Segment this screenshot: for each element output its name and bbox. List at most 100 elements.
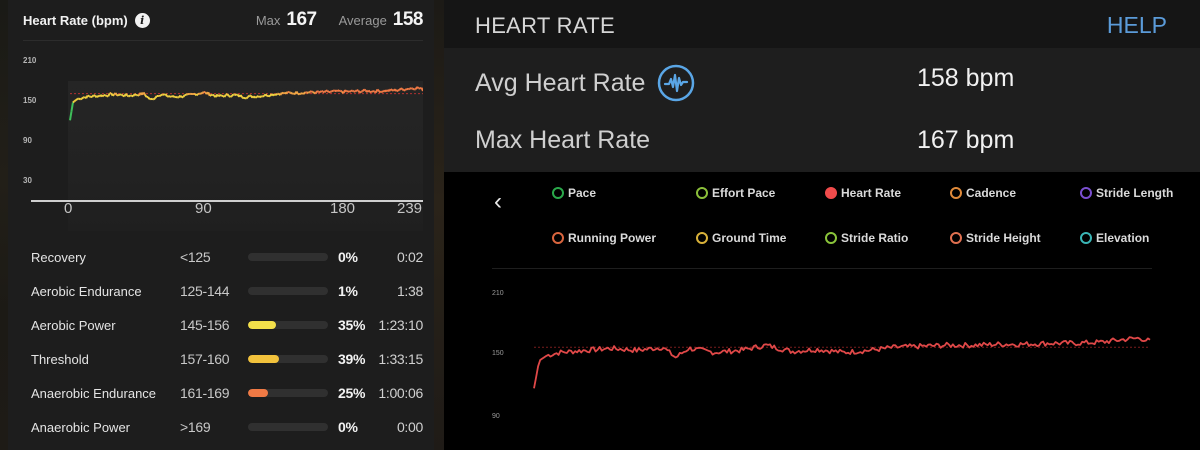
legend-item-stride-ratio[interactable]: Stride Ratio [825,231,908,245]
metric-row-avg-heart-rate: Avg Heart Rate 158 bpm [444,48,1200,110]
zone-time: 1:33:15 [378,351,423,367]
legend-item-stride-length[interactable]: Stride Length [1080,186,1173,200]
zone-row: Aerobic Power 145-156 35% 1:23:10 [23,314,423,336]
zone-bar [248,355,328,363]
heart-rate-detail-panel: HEART RATE HELP Avg Heart Rate 158 bpm M… [444,0,1200,450]
zone-bar [248,423,328,431]
zone-time: 1:23:10 [378,317,423,333]
legend-item-cadence[interactable]: Cadence [950,186,1016,200]
info-icon[interactable]: i [134,12,150,28]
zone-row: Aerobic Endurance 125-144 1% 1:38 [23,280,423,302]
legend-item-effort-pace[interactable]: Effort Pace [696,186,775,200]
zone-percent: 39% [338,351,366,367]
legend-label: Cadence [966,186,1017,200]
x-tick: 90 [195,200,212,217]
zone-range: 125-144 [180,283,230,299]
help-link[interactable]: HELP [1106,12,1167,38]
max-value: 167 [286,9,317,30]
legend-item-stride-height[interactable]: Stride Height [950,231,1041,245]
y-tick: 90 [492,413,500,420]
zone-name: Recovery [31,249,86,265]
legend-item-pace[interactable]: Pace [552,186,596,200]
zone-name: Anaerobic Endurance [31,385,157,401]
legend-label: Pace [568,186,597,200]
zone-bar [248,253,328,261]
divider [23,40,423,41]
metric-legend: ‹ Pace Effort Pace Heart Rate Cadence Stride… [444,176,1200,266]
zone-percent: 1% [338,283,358,299]
y-tick: 210 [492,290,504,297]
legend-toggle-icon [552,187,564,199]
metrics-list: Avg Heart Rate 158 bpm Max Heart Rate 16… [444,48,1200,172]
zone-name: Anaerobic Power [31,419,130,435]
legend-toggle-icon [696,232,708,244]
legend-toggle-icon [950,232,962,244]
zone-range: 157-160 [180,351,230,367]
legend-toggle-icon [1080,232,1092,244]
zone-row: Anaerobic Endurance 161-169 25% 1:00:06 [23,382,423,404]
zone-time: 0:02 [396,249,423,265]
average-label: Average [338,13,387,28]
y-tick: 90 [23,136,32,145]
zone-bar [248,287,328,295]
x-tick: 180 [330,200,356,217]
panel-title: Heart Rate (bpm) [23,12,128,28]
divider [492,268,1152,269]
zone-time: 0:00 [396,419,423,435]
panel-header: Heart Rate (bpm) i Max 167 Average 158 [23,8,424,32]
metric-label: Max Heart Rate [475,126,651,154]
zone-percent: 25% [338,385,366,401]
metric-value: 167 bpm [917,126,1015,154]
chevron-left-icon[interactable]: ‹ [494,188,502,215]
legend-item-ground-time[interactable]: Ground Time [696,231,786,245]
legend-toggle-icon [950,187,962,199]
metric-value: 158 bpm [917,64,1015,92]
legend-label: Stride Height [966,231,1041,245]
heart-rate-line [533,336,1151,389]
average-value: 158 [392,9,424,30]
legend-toggle-icon [825,232,837,244]
heart-rate-detail-chart[interactable]: 210 150 90 [492,280,1200,450]
zone-name: Aerobic Endurance [31,283,142,299]
section-header: HEART RATE HELP [444,0,1200,48]
metric-row-max-heart-rate: Max Heart Rate 167 bpm [444,110,1200,172]
y-tick: 150 [492,350,504,357]
section-title: HEART RATE [475,13,615,38]
chart-plot-area [68,81,423,231]
legend-label: Effort Pace [712,186,776,200]
zone-percent: 35% [338,317,366,333]
zone-name: Threshold [31,351,89,367]
y-tick: 150 [23,96,37,105]
legend-label: Elevation [1096,231,1150,245]
pulse-icon[interactable] [657,64,695,102]
legend-toggle-icon [825,187,837,199]
zone-time: 1:38 [396,283,423,299]
zone-percent: 0% [338,419,358,435]
y-tick: 210 [23,56,37,65]
legend-toggle-icon [1080,187,1092,199]
zone-row: Recovery <125 0% 0:02 [23,246,423,268]
legend-toggle-icon [696,187,708,199]
zone-range: <125 [180,249,211,265]
zone-bar [248,389,328,397]
legend-label: Stride Ratio [841,231,909,245]
legend-item-running-power[interactable]: Running Power [552,231,656,245]
zone-bar [248,321,328,329]
legend-label: Running Power [568,231,656,245]
zone-row: Anaerobic Power >169 0% 0:00 [23,416,423,438]
x-tick: 239 [397,200,423,217]
x-axis [31,200,423,202]
heart-rate-line [69,86,423,121]
x-tick: 0 [64,200,73,217]
metric-label: Avg Heart Rate [475,64,695,102]
legend-item-elevation[interactable]: Elevation [1080,231,1149,245]
zone-range: >169 [180,419,211,435]
legend-item-heart-rate[interactable]: Heart Rate [825,186,901,200]
zone-range: 161-169 [180,385,230,401]
zone-row: Threshold 157-160 39% 1:33:15 [23,348,423,370]
max-label: Max [255,13,281,28]
legend-label: Heart Rate [841,186,902,200]
legend-label: Ground Time [712,231,787,245]
y-tick: 30 [23,176,32,185]
heart-rate-chart[interactable]: 210 150 90 30 0 90 180 239 [23,48,423,231]
